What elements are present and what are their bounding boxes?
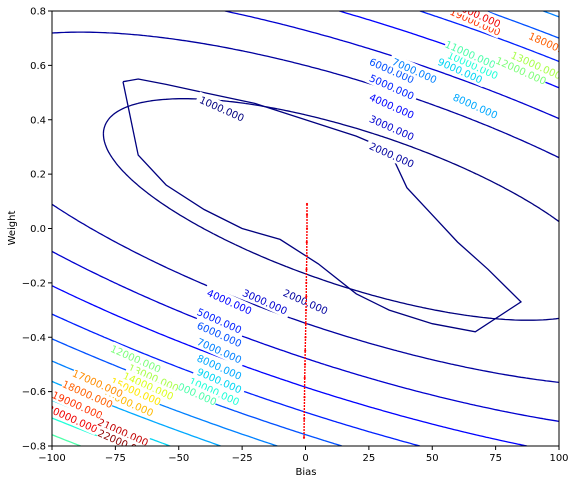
contour-label-bg bbox=[70, 366, 126, 400]
y-axis: −0.8 −0.6 −0.4 −0.2 0.0 0.2 0.4 0.6 0.8 bbox=[22, 7, 52, 453]
trajectory-point bbox=[302, 436, 306, 439]
trajectory-point bbox=[305, 268, 308, 271]
contour-level-1000 bbox=[102, 98, 559, 321]
trajectory bbox=[302, 202, 309, 439]
x-axis-label: Bias bbox=[296, 467, 317, 478]
contour-label-bg bbox=[445, 48, 501, 82]
contour-label-bg bbox=[448, 88, 503, 123]
contour-label-bg bbox=[387, 53, 443, 88]
contour-label-bg bbox=[364, 53, 420, 88]
trajectory-line bbox=[303, 204, 308, 438]
y-tick-label: −0.8 bbox=[22, 442, 46, 453]
trajectory-point bbox=[305, 227, 309, 230]
contour-label-bg bbox=[121, 368, 176, 403]
x-tick-label: −25 bbox=[232, 453, 253, 464]
contour-label-bg bbox=[364, 137, 420, 172]
trajectory-point bbox=[304, 322, 307, 325]
contour-level-5000 bbox=[52, 11, 559, 446]
contour-lines bbox=[52, 11, 559, 446]
y-tick-label: 0.0 bbox=[30, 224, 46, 235]
y-tick-label: 0.2 bbox=[30, 170, 46, 181]
contour-label-bg bbox=[192, 317, 247, 351]
y-tick-label: −0.2 bbox=[22, 278, 46, 289]
x-tick-label: 25 bbox=[363, 453, 376, 464]
x-axis: −100 −75 −50 −25 0 25 50 75 100 bbox=[38, 446, 569, 464]
contour-label-7: 8000.000 bbox=[448, 88, 503, 123]
x-tick-label: −100 bbox=[38, 453, 65, 464]
contour-label-bg bbox=[60, 376, 116, 411]
x-tick-label: −50 bbox=[168, 453, 189, 464]
trajectory-point bbox=[305, 295, 308, 298]
x-tick-label: 0 bbox=[302, 453, 308, 464]
x-tick-label: 75 bbox=[489, 453, 502, 464]
contour-label-bg bbox=[448, 11, 503, 31]
contour-label-bg bbox=[192, 363, 247, 398]
trajectory-point bbox=[305, 254, 308, 257]
trajectory-point bbox=[303, 363, 307, 366]
contour-label-bg bbox=[52, 387, 105, 422]
contour-label-bg bbox=[364, 69, 420, 104]
contour-label-bg bbox=[364, 110, 420, 145]
contour-label-bg bbox=[108, 341, 164, 376]
trajectory-point bbox=[304, 336, 307, 339]
contour-level-11000 bbox=[52, 434, 81, 446]
x-tick-label: −75 bbox=[105, 453, 126, 464]
contour-label-bg bbox=[95, 425, 151, 446]
trajectory-point bbox=[304, 309, 308, 312]
trajectory-point bbox=[305, 202, 309, 206]
contour-label-bg bbox=[364, 88, 420, 123]
y-tick-label: 0.4 bbox=[30, 115, 46, 126]
y-tick-label: 0.8 bbox=[30, 7, 46, 18]
y-tick-label: 0.6 bbox=[30, 61, 46, 72]
contour-label-bg bbox=[237, 284, 293, 319]
y-tick-label: −0.6 bbox=[22, 387, 46, 398]
contour-label-bg bbox=[432, 53, 488, 88]
contour-label-bg bbox=[192, 349, 247, 384]
y-tick-label: −0.4 bbox=[22, 333, 46, 344]
contour-label-bg bbox=[443, 37, 498, 71]
contour-label-bg bbox=[194, 91, 250, 126]
contour-label-bg bbox=[493, 53, 549, 88]
contour-label-bg bbox=[52, 401, 100, 436]
contour-label-bg bbox=[192, 303, 247, 338]
trajectory-point bbox=[303, 396, 306, 399]
trajectory-point bbox=[305, 213, 309, 216]
trajectory-point bbox=[303, 417, 306, 420]
contour-labels: 1000.0002000.0003000.0004000.0005000.000… bbox=[52, 11, 559, 446]
contour-label-bg bbox=[192, 333, 247, 368]
trajectory-point bbox=[304, 349, 307, 352]
trajectory-point bbox=[305, 241, 308, 244]
contour-label-bg bbox=[187, 374, 242, 409]
contour-label-bg bbox=[95, 415, 151, 446]
contour-level-2000 bbox=[52, 31, 559, 384]
contour-label-bg bbox=[526, 28, 559, 63]
y-axis-label: Weight bbox=[7, 211, 18, 246]
contour-label-bg bbox=[509, 48, 559, 82]
trajectory-point bbox=[305, 281, 308, 284]
x-tick-label: 50 bbox=[426, 453, 439, 464]
trajectory-point bbox=[303, 376, 306, 380]
contour-level-1000-ring bbox=[122, 78, 523, 333]
contour-label-bg bbox=[108, 374, 164, 409]
x-tick-label: 100 bbox=[549, 453, 568, 464]
contour-label-bg bbox=[202, 284, 257, 319]
contour-label-bg bbox=[126, 360, 181, 395]
